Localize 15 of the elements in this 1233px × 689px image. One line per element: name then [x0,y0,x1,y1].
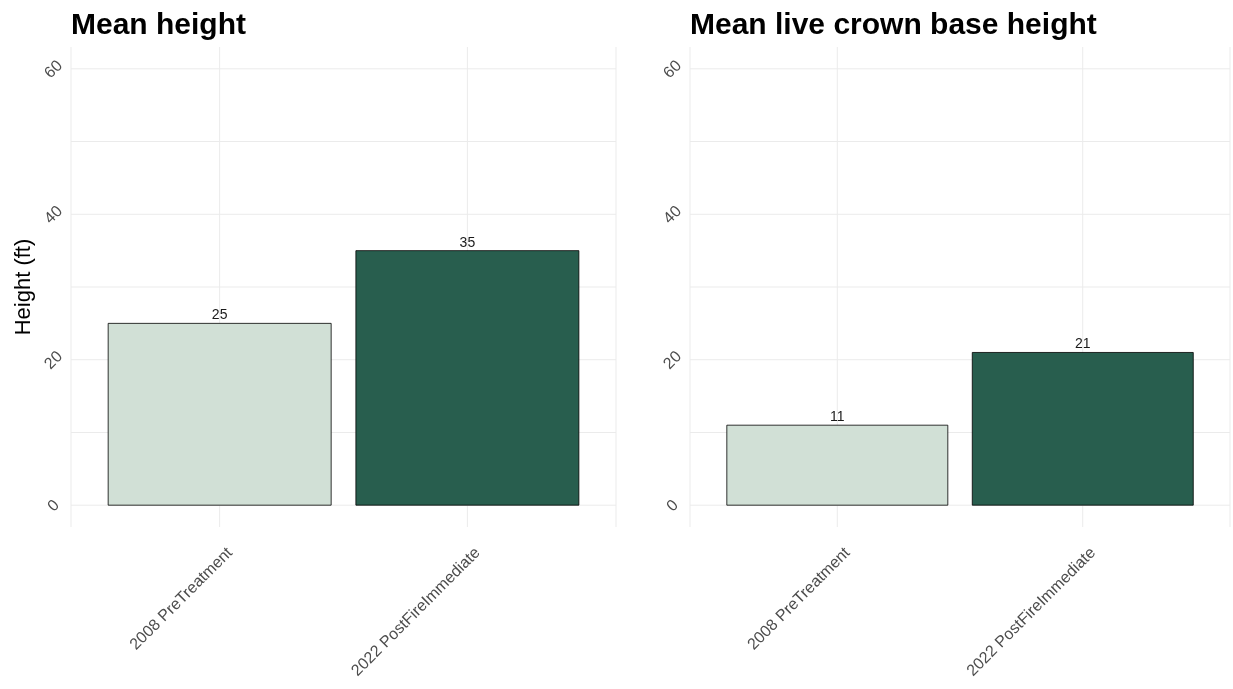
data-label: 35 [459,233,476,250]
data-label: 21 [1074,335,1091,352]
data-label: 25 [211,306,228,323]
y-tick-label: 40 [659,201,685,227]
y-tick-label: 0 [43,495,63,515]
y-tick-label: 20 [659,347,685,373]
y-tick-label: 60 [40,56,66,82]
chart-title: Mean live crown base height [690,6,1097,42]
y-tick-label: 0 [662,495,682,515]
y-tick-label: 20 [40,347,66,373]
y-tick-label: 60 [659,56,685,82]
y-axis-title: Height (ft) [10,238,35,336]
data-label: 11 [830,408,845,425]
y-tick-label: 40 [40,201,66,227]
chart-title: Mean height [71,6,247,42]
